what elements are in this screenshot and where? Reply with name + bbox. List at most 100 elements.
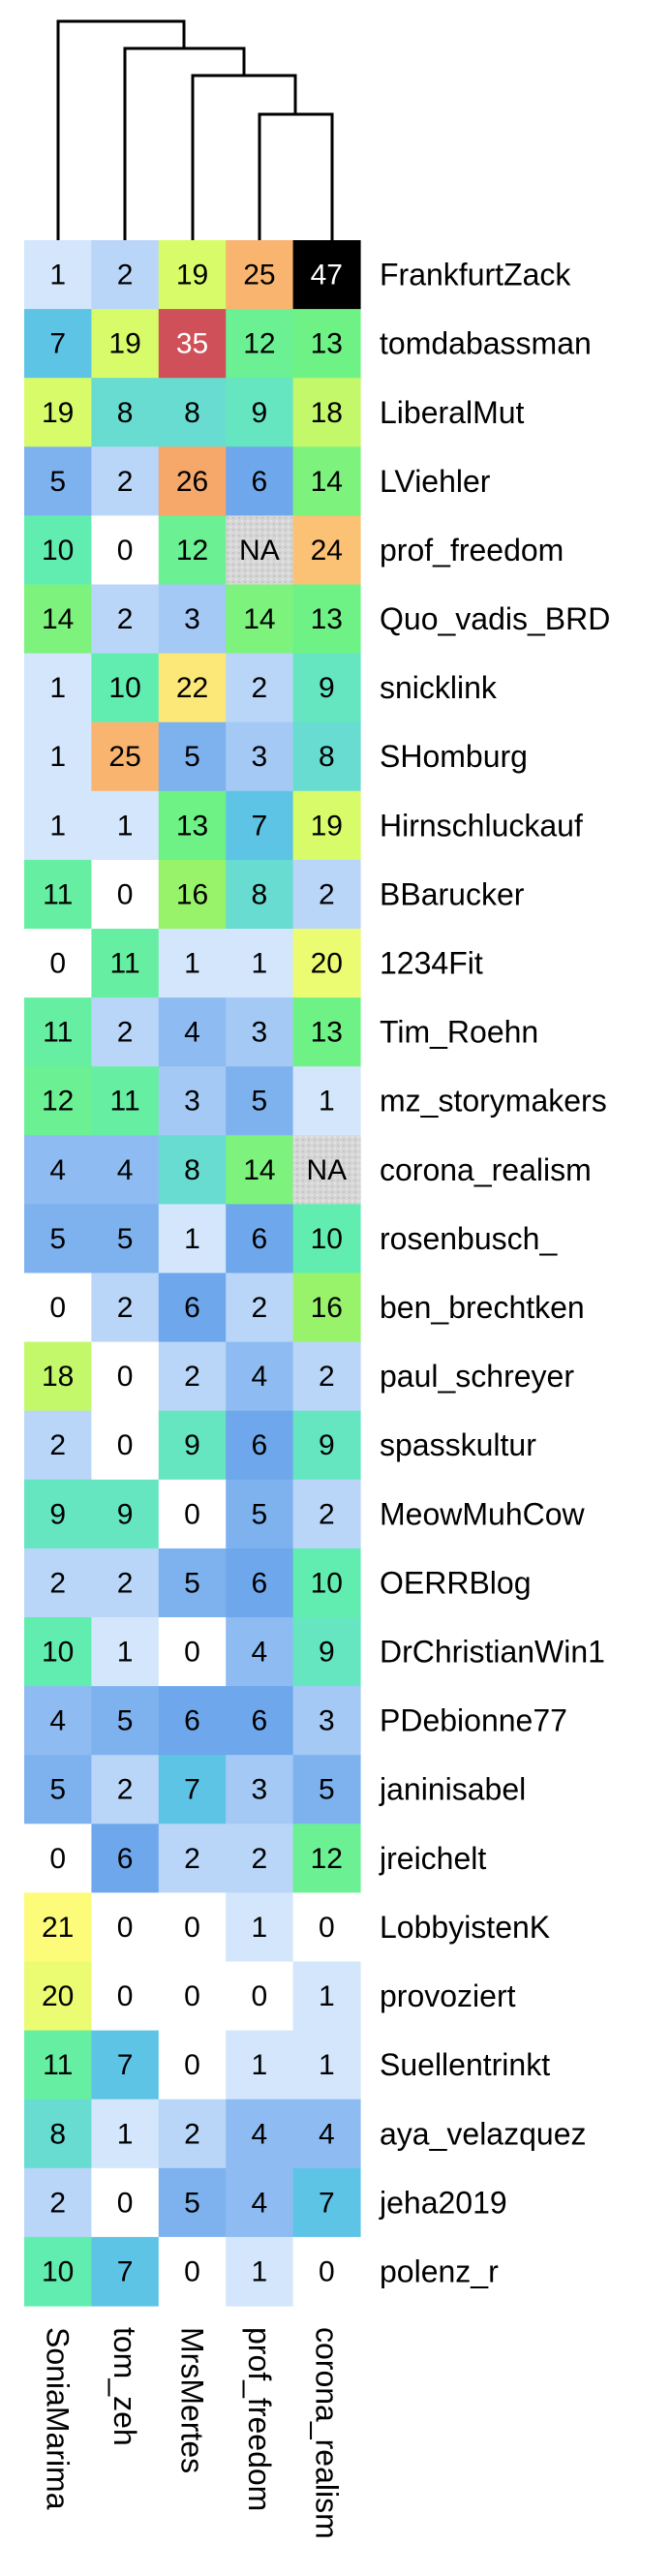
heatmap-cell-liberalmut-corona-realism [292,378,361,447]
data-label: 2 [184,1361,200,1393]
heatmap-cell-tim-roehn-soniamarima [24,997,92,1067]
heatmap-cell-shomburg-soniamarima [24,721,92,792]
heatmap-cell-aya-velazquez-mrsmertes [158,2099,227,2169]
heatmap-cell-prof-freedom-soniamarima [24,515,92,586]
heatmap-cell-rosenbusch--corona-realism [292,1204,361,1274]
heatmap-cell-frankfurtzack-prof-freedom [226,240,294,310]
data-label: 1 [252,1912,268,1944]
heatmap-cell-oerrblog-soniamarima [24,1548,92,1618]
data-label: NA [239,535,280,567]
data-label: 18 [42,1361,74,1393]
heatmap-cell-aya-velazquez-prof-freedom [226,2099,294,2169]
data-label: 4 [252,1637,268,1669]
heatmap-cell-jeha2019-prof-freedom [226,2167,294,2238]
row-label: tomdabassman [380,326,592,361]
data-label: 1 [319,1980,335,2012]
data-label: 6 [184,1705,200,1737]
row-label: provoziert [380,1978,516,2013]
heatmap-cell-snicklink-tom-zeh [91,653,160,723]
data-label: 10 [42,2255,74,2287]
heatmap-cell-suellentrinkt-soniamarima [24,2030,92,2101]
heatmap-cell-prof-freedom-prof-freedom [226,515,294,586]
data-label: 14 [243,1154,275,1186]
data-label: 2 [117,603,134,635]
data-label: 9 [319,1637,335,1669]
dendrogram-branch-root [56,19,186,240]
heatmap-cell-drchristianwin1-prof-freedom [226,1617,294,1687]
heatmap-cell-1234fit-prof-freedom [226,929,294,998]
heatmap-cell-corona-realism-prof-freedom [226,1135,294,1205]
data-label: 7 [49,328,66,360]
heatmap-cell-prof-freedom-corona-realism [292,515,361,586]
data-label: 8 [184,1154,200,1186]
heatmap-cell-mz-storymakers-mrsmertes [158,1066,227,1136]
data-label: 7 [252,810,268,842]
heatmap-cell-hirnschluckauf-tom-zeh [91,790,160,861]
data-label: 2 [49,2187,66,2219]
heatmap-cell-shomburg-corona-realism [292,721,361,792]
heatmap-cell-paul-schreyer-tom-zeh [91,1341,160,1412]
data-label: 19 [42,397,74,429]
row-label: snicklink [380,670,498,705]
heatmap-cell-spasskultur-mrsmertes [158,1410,227,1481]
heatmap-cell-lviehler-tom-zeh [91,446,160,516]
data-label: 1 [252,2049,268,2081]
data-label: 0 [184,2049,200,2081]
heatmap-cell-hirnschluckauf-mrsmertes [158,790,227,861]
heatmap-cell-janinisabel-prof-freedom [226,1755,294,1825]
row-label: BBarucker [380,876,525,911]
row-label: corona_realism [380,1152,592,1187]
heatmap-cell-provoziert-tom-zeh [91,1961,160,2032]
data-label: 35 [176,328,208,360]
data-label: 2 [117,1774,134,1806]
heatmap-cell-tomdabassman-prof-freedom [226,309,294,379]
data-label: 0 [117,535,134,567]
data-label: 9 [319,1429,335,1461]
heatmap-cell-jreichelt-tom-zeh [91,1824,160,1893]
data-label: 16 [176,878,208,910]
row-label: jreichelt [379,1841,486,1876]
data-label: 24 [311,535,343,567]
row-label: spasskultur [380,1427,536,1462]
data-label: 4 [117,1154,134,1186]
data-label: 0 [117,1980,134,2012]
heatmap-cell-meowmuhcow-mrsmertes [158,1479,227,1549]
data-label: 6 [184,1292,200,1324]
data-label: 8 [117,397,134,429]
data-label: 25 [108,741,140,773]
heatmap-cell-frankfurtzack-corona-realism [292,240,361,310]
heatmap-cell-suellentrinkt-corona-realism [292,2030,361,2101]
row-label: LobbyistenK [380,1910,550,1945]
heatmap-cell-suellentrinkt-prof-freedom [226,2030,294,2101]
heatmap-cell-quo-vadis-brd-corona-realism [292,584,361,655]
data-label: 4 [49,1154,66,1186]
heatmap-cell-tim-roehn-corona-realism [292,997,361,1067]
data-label: 5 [319,1774,335,1806]
row-label: MeowMuhCow [380,1496,586,1531]
data-label: 3 [184,603,200,635]
data-label: 14 [243,603,275,635]
data-label: 2 [252,1843,268,1875]
data-label: 2 [117,1292,134,1324]
data-label: 19 [311,810,343,842]
heatmap-cell-aya-velazquez-corona-realism [292,2099,361,2169]
heatmap-cell-pdebionne77-prof-freedom [226,1686,294,1756]
heatmap-cell-1234fit-corona-realism [292,929,361,998]
data-label: 0 [49,1843,66,1875]
data-label: 2 [49,1429,66,1461]
data-label: 11 [43,1017,73,1049]
data-label: 9 [252,397,268,429]
data-label: 0 [184,2255,200,2287]
heatmap-cell-oerrblog-prof-freedom [226,1548,294,1618]
data-label: 1 [184,1223,200,1255]
heatmap-cell-jeha2019-tom-zeh [91,2167,160,2238]
data-label: 6 [252,1705,268,1737]
heatmap-cell-shomburg-prof-freedom [226,721,294,792]
data-label: 2 [319,1361,335,1393]
heatmap-cell-mz-storymakers-soniamarima [24,1066,92,1136]
data-label: 8 [184,397,200,429]
data-label: 6 [252,1429,268,1461]
row-label: prof_freedom [380,533,564,567]
row-label: rosenbusch_ [380,1221,558,1256]
heatmap-cell-oerrblog-tom-zeh [91,1548,160,1618]
